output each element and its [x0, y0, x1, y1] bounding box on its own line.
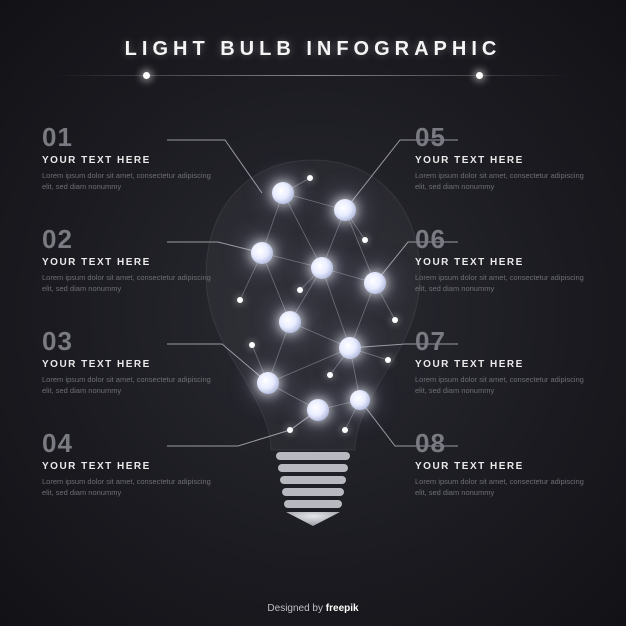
info-item-04: 04 YOUR TEXT HERE Lorem ipsum dolor sit am…	[42, 428, 212, 498]
info-item-02: 02 YOUR TEXT HERE Lorem ipsum dolor sit am…	[42, 224, 212, 294]
item-number: 02	[42, 224, 212, 255]
item-number: 08	[415, 428, 585, 459]
item-body: Lorem ipsum dolor sit amet, consectetur …	[42, 375, 212, 396]
item-number: 05	[415, 122, 585, 153]
info-item-05: 05 YOUR TEXT HERE Lorem ipsum dolor sit am…	[415, 122, 585, 192]
item-heading: YOUR TEXT HERE	[415, 359, 585, 370]
item-heading: YOUR TEXT HERE	[415, 257, 585, 268]
info-item-03: 03 YOUR TEXT HERE Lorem ipsum dolor sit am…	[42, 326, 212, 396]
info-item-01: 01 YOUR TEXT HERE Lorem ipsum dolor sit am…	[42, 122, 212, 192]
footer-credit: Designed by freepik	[0, 603, 626, 614]
item-heading: YOUR TEXT HERE	[415, 155, 585, 166]
footer-prefix: Designed by	[267, 603, 325, 614]
item-body: Lorem ipsum dolor sit amet, consectetur …	[42, 171, 212, 192]
item-body: Lorem ipsum dolor sit amet, consectetur …	[415, 273, 585, 294]
item-body: Lorem ipsum dolor sit amet, consectetur …	[415, 375, 585, 396]
infographic-stage: 01 YOUR TEXT HERE Lorem ipsum dolor sit am…	[0, 0, 626, 626]
item-number: 04	[42, 428, 212, 459]
item-heading: YOUR TEXT HERE	[42, 155, 212, 166]
info-item-07: 07 YOUR TEXT HERE Lorem ipsum dolor sit am…	[415, 326, 585, 396]
item-number: 01	[42, 122, 212, 153]
bulb-diagram	[0, 0, 626, 626]
item-body: Lorem ipsum dolor sit amet, consectetur …	[42, 477, 212, 498]
footer-brand: freepik	[326, 603, 359, 614]
item-heading: YOUR TEXT HERE	[42, 359, 212, 370]
item-body: Lorem ipsum dolor sit amet, consectetur …	[42, 273, 212, 294]
item-number: 06	[415, 224, 585, 255]
info-item-06: 06 YOUR TEXT HERE Lorem ipsum dolor sit am…	[415, 224, 585, 294]
item-body: Lorem ipsum dolor sit amet, consectetur …	[415, 171, 585, 192]
item-number: 07	[415, 326, 585, 357]
item-number: 03	[42, 326, 212, 357]
item-body: Lorem ipsum dolor sit amet, consectetur …	[415, 477, 585, 498]
item-heading: YOUR TEXT HERE	[42, 257, 212, 268]
info-item-08: 08 YOUR TEXT HERE Lorem ipsum dolor sit am…	[415, 428, 585, 498]
item-heading: YOUR TEXT HERE	[415, 461, 585, 472]
bulb-base	[276, 452, 350, 526]
item-heading: YOUR TEXT HERE	[42, 461, 212, 472]
